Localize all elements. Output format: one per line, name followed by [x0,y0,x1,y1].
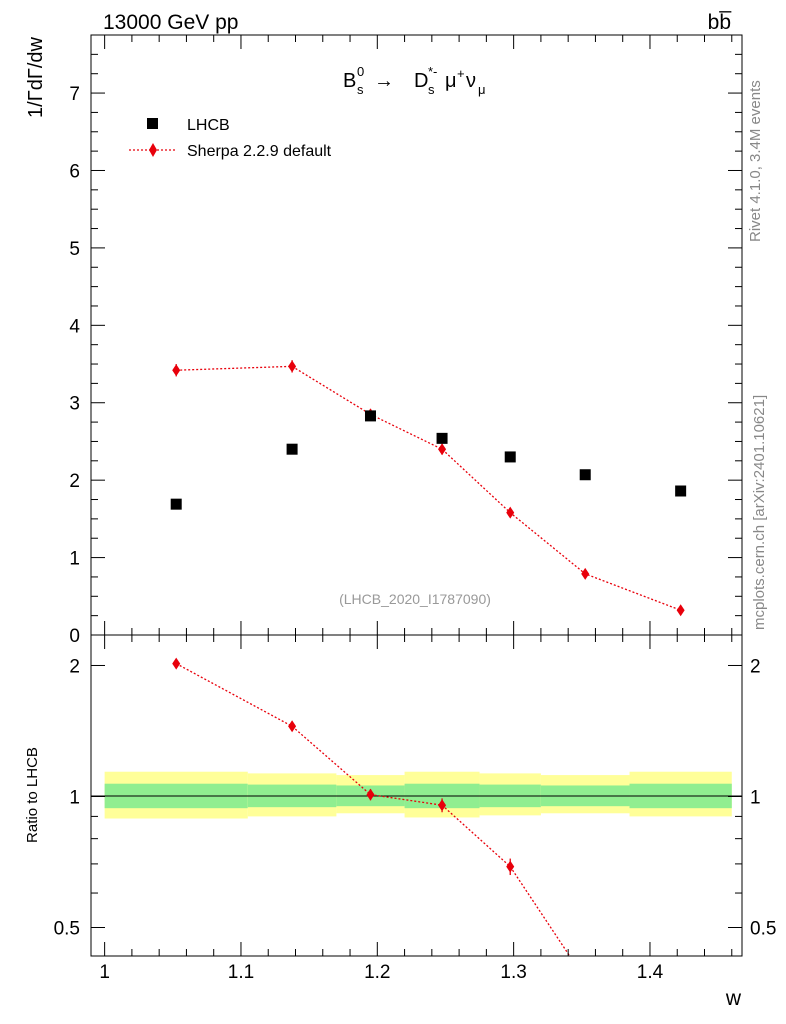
legend-mc-marker [149,143,157,157]
y-tick-label: 2 [69,471,80,492]
ratio-y-tick-label-right: 0.5 [750,918,776,939]
data-point [579,469,591,481]
mc-point [288,360,297,373]
data-point [286,443,298,455]
title-b-sup: 0 [357,64,364,79]
ratio-point [438,799,447,812]
y-tick-label: 5 [69,239,80,260]
ratio-bands [104,771,732,819]
ratio-y-tick-label-right: 1 [750,787,761,808]
ratio-point [366,788,375,801]
legend: LHCB Sherpa 2.2.9 default [129,117,332,160]
x-tick-label: 1.1 [228,962,254,983]
title-mu: μ [445,70,457,92]
mc-point [506,506,515,519]
data-point [364,410,376,422]
ratio-y-tick-label-left: 2 [69,656,80,677]
process-label: bb̅ [708,11,733,34]
data-point [170,498,182,510]
x-tick-label: 1.3 [500,962,526,983]
mc-point [581,567,590,580]
title-d-sub: s [428,82,435,97]
mc-point [172,364,181,377]
title-mu-sup: + [457,66,465,81]
data-point [675,485,687,497]
ratio-line [175,663,571,956]
data-point [504,451,516,463]
y-tick-label: 6 [69,161,80,182]
mc-line [176,365,681,611]
decay-title: B 0 s → D *- s μ + ν μ [343,64,486,97]
mc-point [438,443,447,456]
ratio-plot-marks [172,657,589,985]
axis-ticks: 1 1.1 1.2 1.3 1.4 0 1 2 3 4 5 6 7 0.5 0.5 1 1 2 2 [54,34,776,983]
legend-data-marker [147,118,158,129]
x-tick-label: 1 [99,962,110,983]
energy-label: 13000 GeV pp [103,11,238,34]
ratio-point [288,720,297,733]
analysis-label: (LHCB_2020_I1787090) [339,591,491,607]
mc-point [676,604,685,617]
rivet-label: Rivet 4.1.0, 3.4M events [747,80,764,242]
data-point [436,432,448,444]
legend-data-label: LHCB [187,117,230,134]
ratio-point [581,973,589,985]
top-ylabel: 1/ΓdΓ/dw [25,36,47,118]
x-tick-label: 1.2 [364,962,390,983]
legend-mc-label: Sherpa 2.2.9 default [187,143,332,160]
mcplots-label: mcplots.cern.ch [arXiv:2401.10621] [751,395,768,630]
x-axis-label: w [725,987,742,1010]
y-tick-label: 1 [69,549,80,570]
ratio-plot-frame [90,634,743,957]
ratio-y-tick-label-right: 2 [750,656,761,677]
title-nu-sub: μ [478,82,486,97]
main-plot-marks [170,360,687,617]
ratio-point [172,657,181,670]
y-tick-label: 4 [69,316,80,337]
ratio-y-tick-label-left: 1 [69,787,80,808]
x-tick-label: 1.4 [637,962,664,983]
title-d-sup: *- [428,64,437,79]
bottom-ylabel: Ratio to LHCB [24,747,41,843]
title-b: B [343,70,356,92]
ratio-y-tick-label-left: 0.5 [54,918,80,939]
ratio-point [506,860,515,873]
title-arrow: → [374,70,394,92]
title-d: D [414,70,428,92]
title-b-sub: s [357,82,364,97]
y-tick-label: 7 [69,84,80,105]
title-nu: ν [466,70,476,92]
y-tick-label: 3 [69,394,80,415]
y-tick-label: 0 [69,626,80,647]
